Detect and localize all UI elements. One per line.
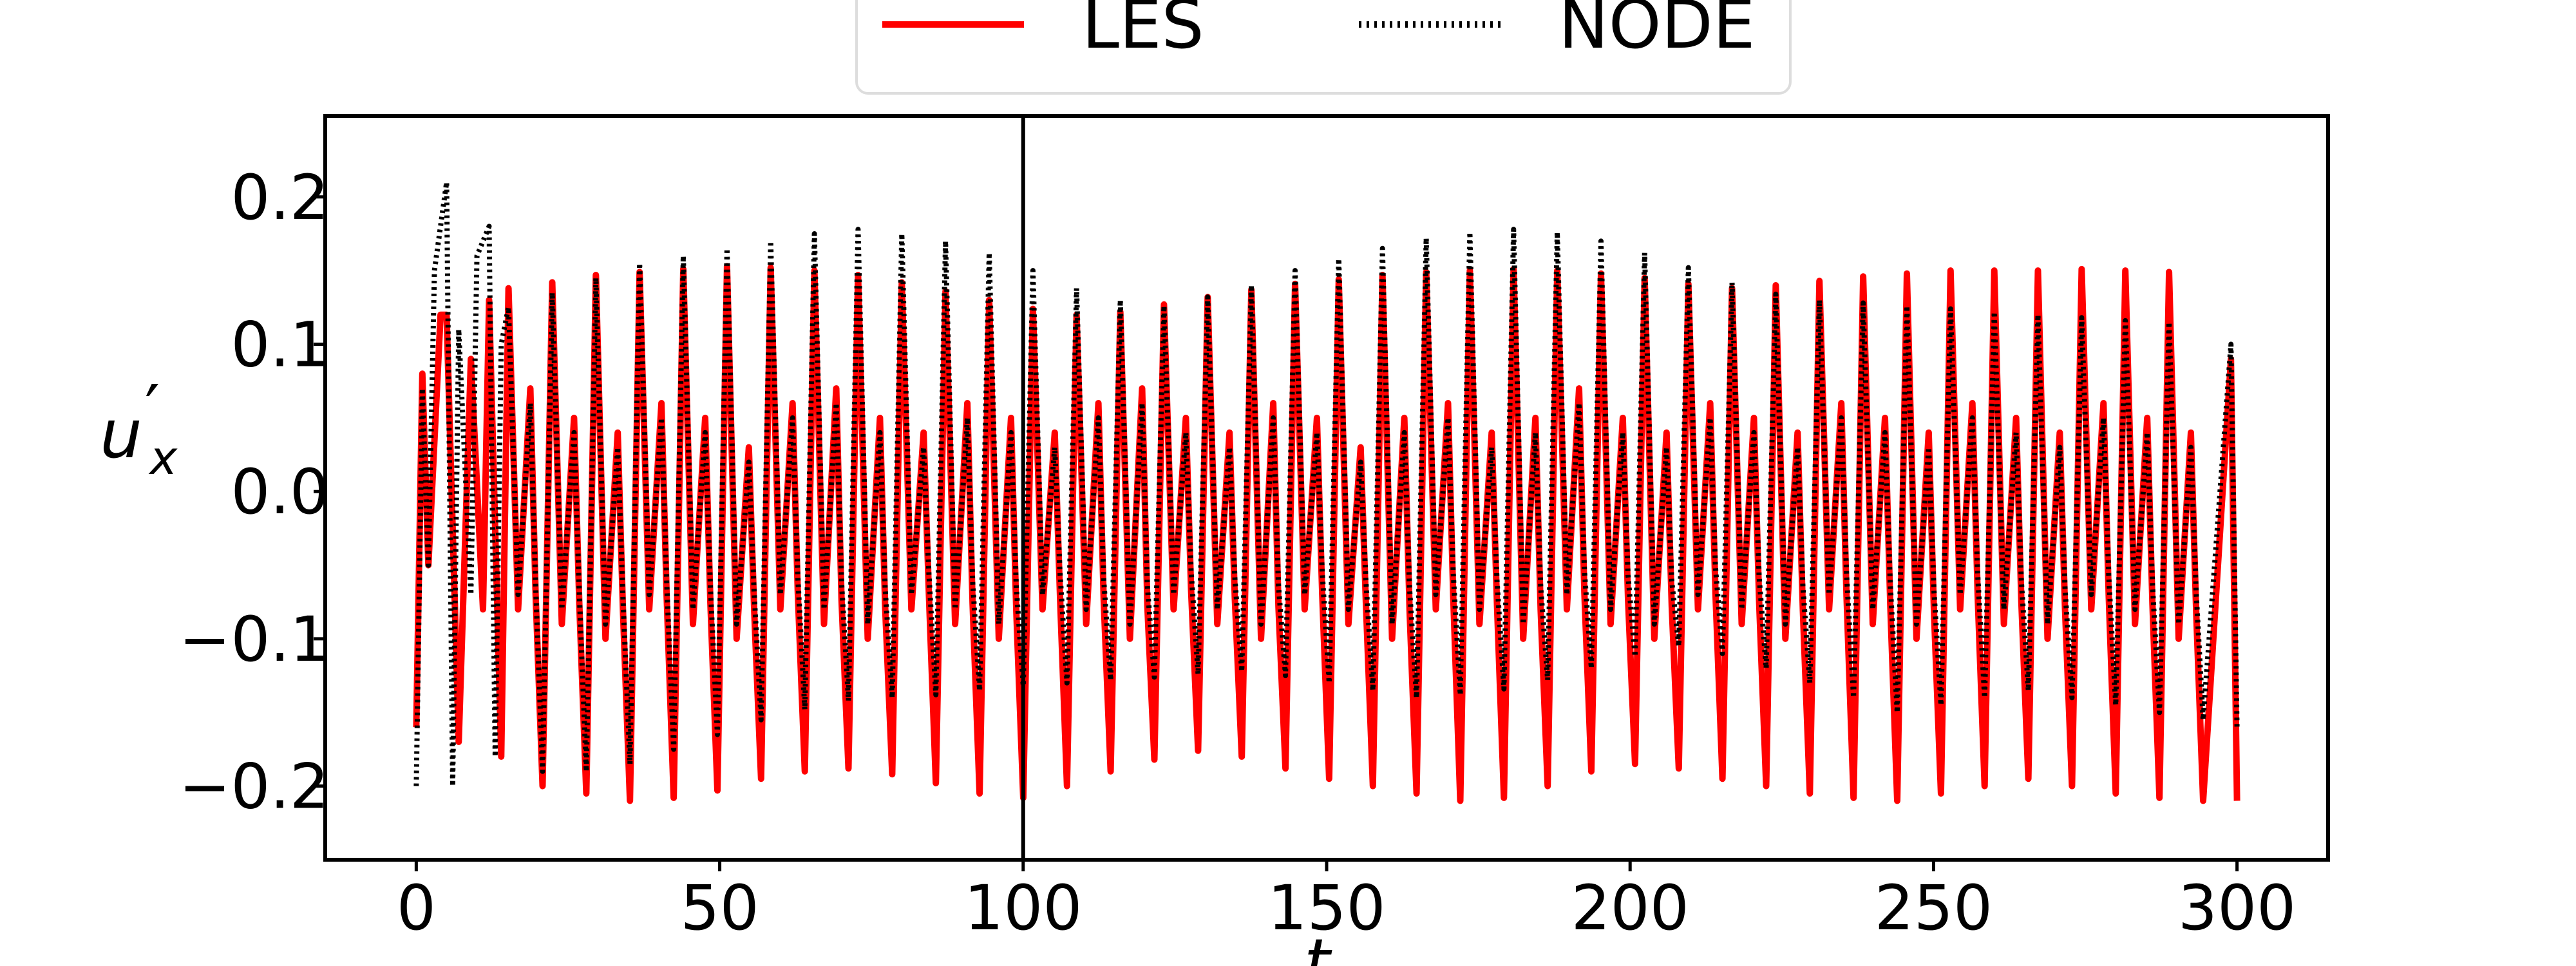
- y-ticks: 0.2 0.1 0.0 −0.1 −0.2: [179, 162, 329, 823]
- x-tick-label: 300: [2178, 872, 2296, 944]
- y-tick-label: −0.2: [179, 751, 329, 823]
- y-tick-label: −0.1: [179, 603, 329, 676]
- y-axis-label-sub: x: [149, 431, 178, 485]
- x-tick-label: 100: [964, 872, 1082, 944]
- y-tick-label: 0.0: [231, 456, 329, 528]
- legend-label-node: NODE: [1558, 0, 1755, 64]
- y-tick-label: 0.1: [231, 309, 329, 381]
- y-axis-label: u′ x: [100, 370, 178, 485]
- x-tick-label: 200: [1571, 872, 1689, 944]
- y-axis-label-prime: ′: [145, 370, 160, 449]
- x-tick-label: 0: [397, 872, 436, 944]
- plot-area: [413, 116, 2240, 860]
- x-tick-label: 250: [1875, 872, 1993, 944]
- x-ticks: 0 50 100 150 200 250 300: [397, 860, 2296, 944]
- x-axis-label: t: [1304, 924, 1332, 966]
- legend-frame: [855, 0, 1792, 95]
- x-tick-label: 50: [680, 872, 759, 944]
- y-axis-label-base: u: [100, 395, 142, 473]
- legend: LES NODE: [855, 0, 1792, 95]
- series-line-node: [413, 179, 2240, 789]
- legend-label-les: LES: [1082, 0, 1204, 64]
- x-tick-label: 150: [1267, 872, 1385, 944]
- y-tick-label: 0.2: [231, 162, 329, 234]
